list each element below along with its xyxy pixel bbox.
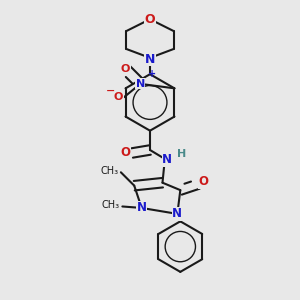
Text: N: N [136, 79, 145, 89]
Text: H: H [177, 148, 187, 158]
Text: +: + [148, 69, 156, 79]
Text: CH₃: CH₃ [100, 166, 118, 176]
Text: O: O [114, 92, 123, 102]
Text: CH₃: CH₃ [102, 200, 120, 210]
Text: O: O [121, 64, 130, 74]
Text: O: O [199, 175, 208, 188]
Text: −: − [106, 86, 116, 96]
Text: N: N [162, 153, 172, 166]
Text: O: O [121, 146, 130, 160]
Text: N: N [145, 53, 155, 66]
Text: N: N [137, 202, 147, 214]
Text: N: N [172, 207, 182, 220]
Text: O: O [145, 13, 155, 26]
